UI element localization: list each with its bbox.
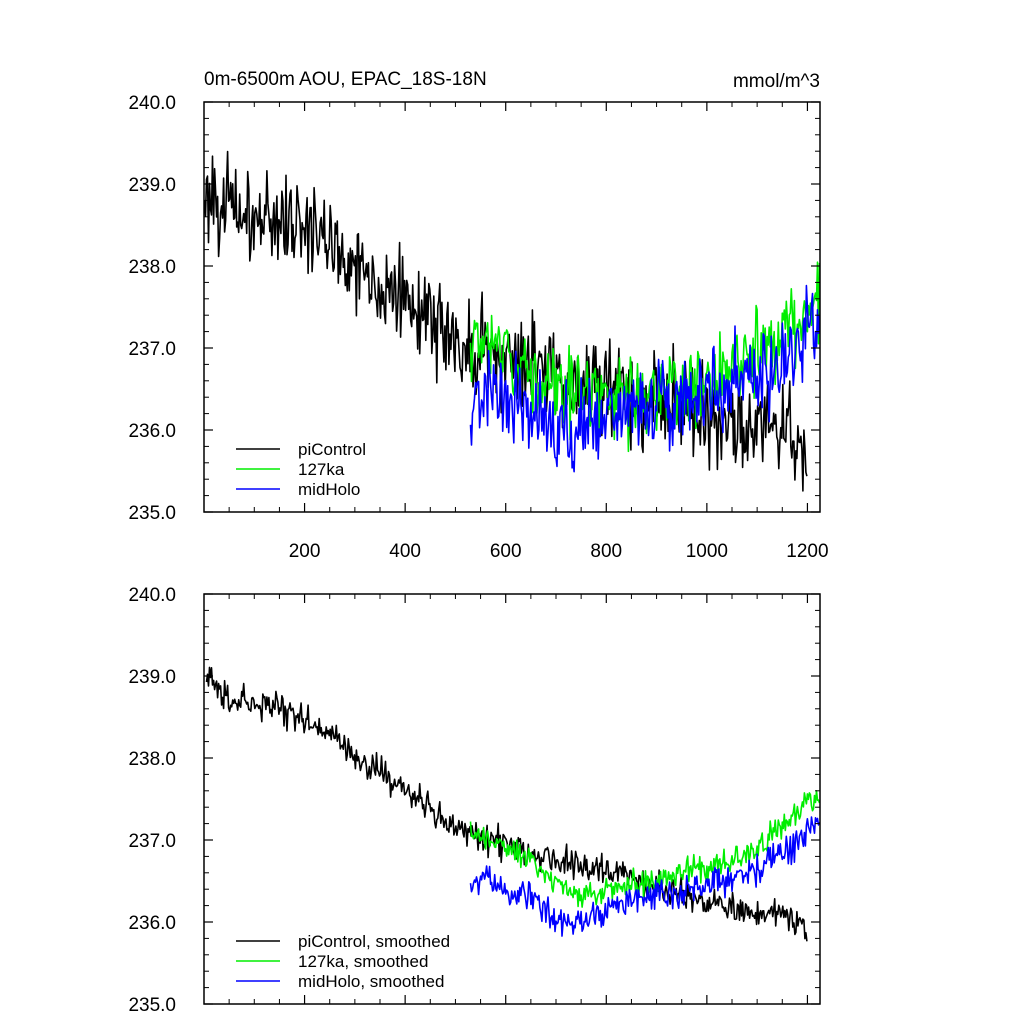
- units-label: mmol/m^3: [733, 71, 820, 92]
- legend-label: piControl, smoothed: [298, 932, 450, 951]
- x-tick-label: 600: [490, 541, 522, 562]
- x-tick-label: 1200: [786, 541, 828, 562]
- legend-label: midHolo: [298, 480, 360, 499]
- y-tick-label: 238.0: [128, 257, 176, 278]
- series-line-midholo: [469, 284, 821, 473]
- top-plot-frame: [203, 101, 821, 513]
- top-ticks-layer: 235.0 236.0 237.0 238.0 239.0 240.0 200 400 600 8…: [128, 93, 828, 562]
- legend-label: piControl: [298, 440, 366, 459]
- x-tick-label: 400: [389, 541, 421, 562]
- bottom-ticks-layer: 235.0 236.0 237.0 238.0 239.0 240.0: [128, 585, 820, 1016]
- top-series-layer: [203, 150, 821, 492]
- series-line-midholo-smoothed: [469, 816, 821, 937]
- series-line-picontrol-smoothed: [205, 666, 808, 942]
- bottom-series-layer: [205, 666, 821, 942]
- x-tick-label: 200: [289, 541, 321, 562]
- y-tick-label: 240.0: [128, 93, 176, 114]
- y-tick-label: 235.0: [128, 995, 176, 1016]
- y-tick-label: 239.0: [128, 667, 176, 688]
- y-tick-label: 237.0: [128, 831, 176, 852]
- y-tick-label: 235.0: [128, 503, 176, 524]
- legend-label: 127ka, smoothed: [298, 952, 428, 971]
- x-tick-label: 1000: [686, 541, 728, 562]
- y-tick-label: 239.0: [128, 175, 176, 196]
- y-tick-label: 237.0: [128, 339, 176, 360]
- chart-title: 0m-6500m AOU, EPAC_18S-18N: [204, 69, 487, 90]
- bottom-panel: 235.0 236.0 237.0 238.0 239.0 240.0 piControl…: [128, 585, 821, 1016]
- bottom-plot-frame: [203, 593, 821, 1005]
- x-tick-label: 800: [590, 541, 622, 562]
- top-panel: 0m-6500m AOU, EPAC_18S-18N mmol/m^3 235.…: [128, 69, 828, 562]
- legend-label: midHolo, smoothed: [298, 972, 444, 991]
- y-tick-label: 240.0: [128, 585, 176, 606]
- series-line-picontrol: [203, 150, 808, 492]
- y-tick-label: 236.0: [128, 421, 176, 442]
- y-tick-label: 236.0: [128, 913, 176, 934]
- y-tick-label: 238.0: [128, 749, 176, 770]
- legend-label: 127ka: [298, 460, 345, 479]
- series-line-127ka-smoothed: [469, 789, 821, 908]
